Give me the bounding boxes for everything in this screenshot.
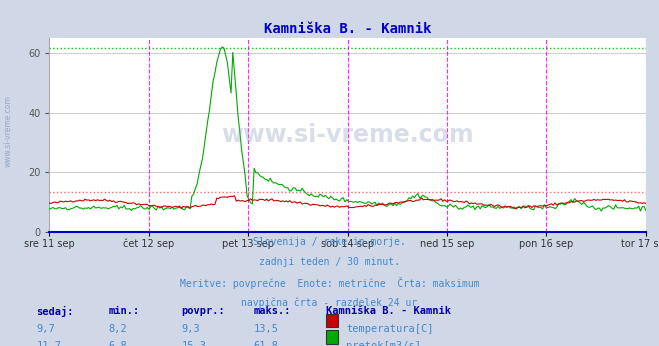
Text: temperatura[C]: temperatura[C]	[346, 324, 434, 334]
Text: Kamniška B. - Kamnik: Kamniška B. - Kamnik	[326, 306, 451, 316]
Text: 8,2: 8,2	[109, 324, 127, 334]
Text: 9,7: 9,7	[36, 324, 55, 334]
Text: zadnji teden / 30 minut.: zadnji teden / 30 minut.	[259, 257, 400, 267]
Text: navpična črta - razdelek 24 ur: navpična črta - razdelek 24 ur	[241, 297, 418, 308]
Text: www.si-vreme.com: www.si-vreme.com	[3, 95, 13, 167]
Text: min.:: min.:	[109, 306, 140, 316]
Text: www.si-vreme.com: www.si-vreme.com	[221, 123, 474, 147]
Text: 61,8: 61,8	[254, 341, 279, 346]
Title: Kamniška B. - Kamnik: Kamniška B. - Kamnik	[264, 21, 432, 36]
Text: 13,5: 13,5	[254, 324, 279, 334]
Text: Meritve: povprečne  Enote: metrične  Črta: maksimum: Meritve: povprečne Enote: metrične Črta:…	[180, 277, 479, 289]
Text: povpr.:: povpr.:	[181, 306, 225, 316]
Text: maks.:: maks.:	[254, 306, 291, 316]
Text: 15,3: 15,3	[181, 341, 206, 346]
Text: 11,7: 11,7	[36, 341, 61, 346]
Text: pretok[m3/s]: pretok[m3/s]	[346, 341, 421, 346]
Text: sedaj:: sedaj:	[36, 306, 74, 317]
Text: Slovenija / reke in morje.: Slovenija / reke in morje.	[253, 237, 406, 247]
Text: 6,8: 6,8	[109, 341, 127, 346]
Text: 9,3: 9,3	[181, 324, 200, 334]
